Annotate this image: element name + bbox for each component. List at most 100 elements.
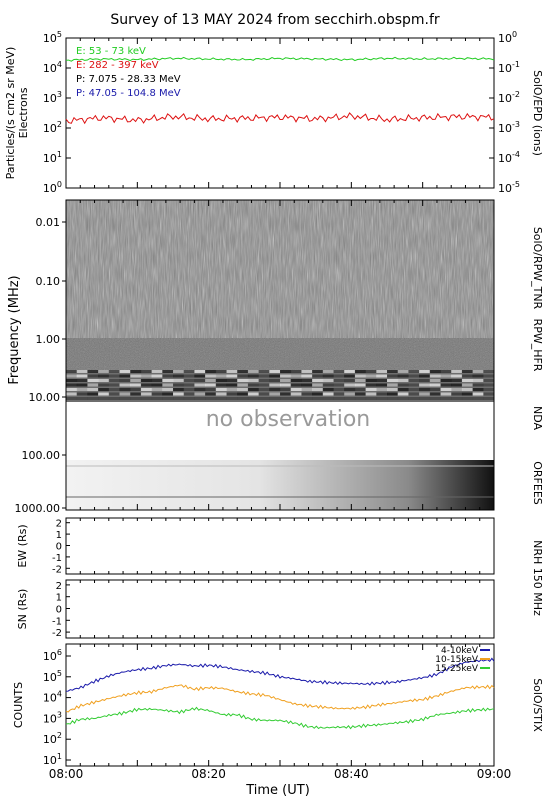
hfr-band-cell xyxy=(354,379,367,382)
hfr-band-cell xyxy=(333,397,345,400)
hfr-band-cell xyxy=(183,383,195,387)
hfr-band-cell xyxy=(130,388,142,391)
hfr-band-cell xyxy=(312,388,324,391)
hfr-band-cell xyxy=(98,379,110,382)
epd-right-tick-label: 10-5 xyxy=(498,180,520,195)
hfr-band-cell xyxy=(215,374,227,378)
hfr-band-cell xyxy=(280,374,292,378)
hfr-band-cell xyxy=(173,370,185,373)
hfr-band-cell xyxy=(194,388,206,391)
hfr-band-cell xyxy=(301,383,313,387)
hfr-band-cell xyxy=(451,383,463,387)
hfr-band-cell xyxy=(312,374,324,378)
hfr-band-cell xyxy=(162,392,174,396)
stix-frame xyxy=(65,643,495,767)
stix-tick-label: 102 xyxy=(43,731,62,746)
hfr-band-cell xyxy=(247,370,260,373)
hfr-band-cell xyxy=(280,370,292,373)
hfr-band-cell xyxy=(451,370,463,373)
hfr-band-cell xyxy=(226,388,238,391)
hfr-band-cell xyxy=(66,383,78,387)
hfr-band-cell xyxy=(205,370,217,373)
hfr-band-cell xyxy=(140,392,153,396)
hfr-band-cell xyxy=(269,374,281,378)
hfr-band-cell xyxy=(280,388,292,391)
hfr-band-cell xyxy=(151,383,163,387)
epd-legend-entry: E: 53 - 73 keV xyxy=(76,46,146,57)
hfr-band-cell xyxy=(226,397,238,400)
hfr-band-cell xyxy=(226,370,238,373)
hfr-band-cell xyxy=(429,392,441,396)
hfr-band-cell xyxy=(301,370,313,373)
stix-tick-label: 106 xyxy=(43,648,62,663)
hfr-band-cell xyxy=(66,379,78,382)
hfr-band-cell xyxy=(483,392,495,396)
nrh-tick-label: 2 xyxy=(56,581,62,592)
label-solo-rpw-tnr: SolO/RPW_TNR xyxy=(531,227,544,310)
label-rpw-hfr: RPW_HFR xyxy=(531,319,544,372)
hfr-band-cell xyxy=(183,397,195,400)
hfr-band-cell xyxy=(333,392,345,396)
nrh-tick-label: -1 xyxy=(52,616,62,627)
nrh-tick-label: -2 xyxy=(52,628,62,639)
hfr-band-cell xyxy=(451,388,463,391)
hfr-band-cell xyxy=(461,374,474,378)
hfr-band-cell xyxy=(408,374,420,378)
hfr-band-cell xyxy=(322,379,334,382)
hfr-band-cell xyxy=(290,392,302,396)
hfr-band-cell xyxy=(76,383,88,387)
hfr-band-cell xyxy=(119,388,131,391)
hfr-band-cell xyxy=(322,370,334,373)
epd-right-tick-label: 10-2 xyxy=(498,90,520,105)
hfr-band-cell xyxy=(258,374,270,378)
hfr-band-cell xyxy=(376,370,388,373)
hfr-band-cell xyxy=(226,379,238,382)
hfr-band-cell xyxy=(354,383,367,387)
hfr-band-cell xyxy=(119,383,131,387)
hfr-band-cell xyxy=(119,374,131,378)
hfr-band-cell xyxy=(194,374,206,378)
hfr-band-cell xyxy=(408,392,420,396)
spectra-panel: no observation Frequency (MHz) 0.01 0.10 1… xyxy=(7,199,544,515)
hfr-band-cell xyxy=(312,379,324,382)
hfr-band-cell xyxy=(194,383,206,387)
hfr-band-cell xyxy=(322,397,334,400)
hfr-band-cell xyxy=(151,388,163,391)
hfr-band-cell xyxy=(162,388,174,391)
stix-legend-entry: 15-25keV xyxy=(435,664,479,674)
hfr-band-cell xyxy=(194,397,206,400)
x-tick-label: 08:00 xyxy=(49,767,84,781)
hfr-band-cell xyxy=(130,374,142,378)
nrh-tick-label: 1 xyxy=(56,530,62,541)
figure-title: Survey of 13 MAY 2024 from secchirh.obsp… xyxy=(110,12,440,28)
hfr-band-cell xyxy=(98,383,110,387)
hfr-band-cell xyxy=(354,388,367,391)
epd-right-label: SolO/EPD (ions) xyxy=(531,70,544,156)
hfr-band-cell xyxy=(472,374,484,378)
hfr-band-cell xyxy=(483,379,495,382)
x-tick-label: 09:00 xyxy=(477,767,512,781)
hfr-band-cell xyxy=(333,388,345,391)
stix-ticks: 106 105 104 103 102 101 xyxy=(43,648,71,767)
hfr-band-cell xyxy=(87,370,99,373)
nrh-sn-label: SN (Rs) xyxy=(16,589,29,630)
x-axis-ticks xyxy=(65,38,495,766)
hfr-band-cell xyxy=(461,388,474,391)
hfr-band-cell xyxy=(472,388,484,391)
hfr-band-cell xyxy=(344,388,356,391)
hfr-band-cell xyxy=(140,388,153,391)
hfr-band-cell xyxy=(397,397,409,400)
hfr-band-cell xyxy=(397,370,409,373)
hfr-band-cell xyxy=(173,397,185,400)
hfr-band-cell xyxy=(215,392,227,396)
hfr-band-cell xyxy=(205,374,217,378)
hfr-band-cell xyxy=(333,374,345,378)
hfr-band-cell xyxy=(429,383,441,387)
hfr-band-cell xyxy=(387,383,399,387)
hfr-band-cell xyxy=(440,388,452,391)
hfr-band-cell xyxy=(258,379,270,382)
hfr-band-cell xyxy=(162,374,174,378)
nrh-panel: EW (Rs) SN (Rs) NRH 150 MHz 210-1-2210-1… xyxy=(16,517,544,639)
hfr-band-cell xyxy=(247,388,260,391)
